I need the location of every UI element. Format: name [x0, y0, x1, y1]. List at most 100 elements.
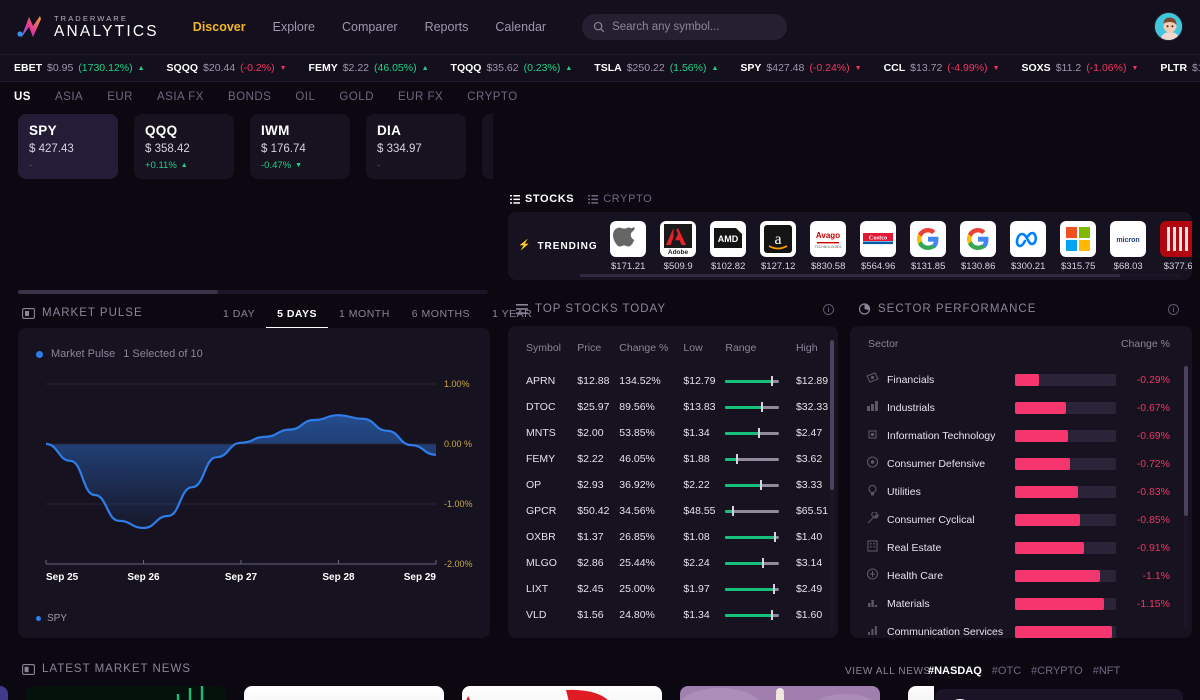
news-card-partial[interactable]	[0, 686, 8, 700]
range-slider[interactable]	[725, 558, 780, 568]
news-card-red-logo[interactable]	[462, 686, 662, 700]
trending-item-6[interactable]: $131.85	[908, 220, 949, 272]
nav-link-reports[interactable]: Reports	[424, 20, 469, 34]
range-slider[interactable]	[725, 376, 780, 386]
table-row[interactable]: OXBR $1.37 26.85% $1.08 $1.40	[508, 524, 838, 550]
market-pulse-chart[interactable]: 1.00% 0.00 % -1.00% -2.00% Sep 25 Sep 26 Sep 2…	[18, 368, 490, 618]
hashtag-nasdaq[interactable]: #NASDAQ	[928, 665, 982, 677]
trending-tab-crypto[interactable]: CRYPTO	[588, 193, 652, 205]
market-tab-oil[interactable]: OIL	[295, 91, 316, 103]
range-slider[interactable]	[725, 506, 780, 516]
nav-link-discover[interactable]: Discover	[192, 20, 246, 34]
table-row[interactable]: VLD $1.56 24.80% $1.34 $1.60	[508, 602, 838, 628]
hashtag-crypto[interactable]: #CRYPTO	[1031, 665, 1083, 677]
trending-item-7[interactable]: $130.86	[958, 220, 999, 272]
hashtag-nft[interactable]: #NFT	[1092, 665, 1121, 677]
trending-item-2[interactable]: AMD $102.82	[708, 220, 749, 272]
ticker-item-soxs[interactable]: SOXS $11.2 (-1.06%) ▼	[1022, 62, 1139, 74]
range-slider[interactable]	[725, 584, 780, 594]
range-slider[interactable]	[725, 610, 780, 620]
ticker-item-femy[interactable]: FEMY $2.22 (46.05%) ▲	[309, 62, 429, 74]
nav-link-comparer[interactable]: Comparer	[342, 20, 398, 34]
range-tab-6-months[interactable]: 6 MONTHS	[411, 308, 471, 320]
range-slider[interactable]	[725, 454, 780, 464]
range-tab-5-days[interactable]: 5 DAYS	[266, 302, 329, 329]
sector-row[interactable]: Consumer Cyclical -0.85%	[850, 506, 1192, 534]
news-card-capitol[interactable]	[680, 686, 880, 700]
brand-logo[interactable]: TRADERWARE ANALYTICS	[16, 13, 159, 41]
ticker-item-ebet[interactable]: EBET $0.95 (1730.12%) ▲	[14, 62, 145, 74]
market-tab-bonds[interactable]: BONDS	[227, 91, 272, 103]
sector-row[interactable]: Real Estate -0.91%	[850, 534, 1192, 562]
trending-item-11[interactable]: $377.6	[1158, 220, 1192, 272]
index-card-qqq[interactable]: QQQ $ 358.42 +0.11% ▲	[134, 114, 234, 179]
range-tab-1-day[interactable]: 1 DAY	[223, 308, 256, 320]
ticker-item-tsla[interactable]: TSLA $250.22 (1.56%) ▲	[594, 62, 718, 74]
trending-item-8[interactable]: $300.21	[1008, 220, 1049, 272]
index-card-spy[interactable]: SPY $ 427.43 -	[18, 114, 118, 179]
hashtag-otc[interactable]: #OTC	[991, 665, 1022, 677]
range-slider[interactable]	[725, 402, 780, 412]
nav-link-calendar[interactable]: Calendar	[495, 20, 547, 34]
nav-link-explore[interactable]: Explore	[272, 20, 315, 34]
table-row[interactable]: MLGO $2.86 25.44% $2.24 $3.14	[508, 550, 838, 576]
range-slider[interactable]	[725, 428, 780, 438]
news-card-cut-off[interactable]: os	[908, 686, 934, 700]
market-tab-eur-fx[interactable]: EUR FX	[398, 91, 444, 103]
market-tab-asia-fx[interactable]: ASIA FX	[156, 91, 204, 103]
user-avatar[interactable]	[1154, 12, 1183, 41]
ticker-item-spy[interactable]: SPY $427.48 (-0.24%) ▼	[740, 62, 861, 74]
top-stocks-scrollbar[interactable]	[830, 340, 834, 630]
search-box[interactable]: Search any symbol...	[582, 14, 788, 40]
market-ticker-bar[interactable]: EBET $0.95 (1730.12%) ▲ SQQQ $20.44 (-0.2%) ▼ FE…	[0, 54, 1200, 82]
range-slider[interactable]	[725, 532, 780, 542]
index-cards-strip[interactable]: SPY $ 427.43 - QQQ $ 358.42 +0.11% ▲ IWM $ 176.7…	[18, 114, 493, 182]
sector-performance-info-icon[interactable]: i	[1168, 304, 1179, 315]
index-card-iwm[interactable]: IWM $ 176.74 -0.47% ▼	[250, 114, 350, 179]
news-cards-strip[interactable]: ze predictions, 2022–2032 1.18	[0, 686, 1200, 700]
ticker-item-sqqq[interactable]: SQQQ $20.44 (-0.2%) ▼	[167, 62, 287, 74]
top-stocks-info-icon[interactable]: i	[823, 304, 834, 315]
sector-row[interactable]: Industrials -0.67%	[850, 394, 1192, 422]
table-row[interactable]: GPCR $50.42 34.56% $48.55 $65.51	[508, 498, 838, 524]
trending-item-9[interactable]: $315.75	[1058, 220, 1099, 272]
range-slider[interactable]	[725, 480, 780, 490]
trending-item-0[interactable]: $171.21	[608, 220, 649, 272]
table-row[interactable]: DTOC $25.97 89.56% $13.83 $32.33	[508, 394, 838, 420]
sector-row[interactable]: Information Technology -0.69%	[850, 422, 1192, 450]
ticker-item-pltr[interactable]: PLTR$16(1.46%)▲	[1160, 62, 1200, 74]
sector-row[interactable]: Consumer Defensive -0.72%	[850, 450, 1192, 478]
sector-row[interactable]: Health Care -1.1%	[850, 562, 1192, 590]
trending-item-10[interactable]: micron $68.03	[1108, 220, 1149, 272]
market-tab-crypto[interactable]: CRYPTO	[467, 91, 518, 103]
range-tab-1-month[interactable]: 1 MONTH	[339, 308, 390, 320]
sector-row[interactable]: Financials -0.29%	[850, 366, 1192, 394]
table-row[interactable]: APRN $12.88 134.52% $12.79 $12.89	[508, 368, 838, 394]
sector-row[interactable]: Materials -1.15%	[850, 590, 1192, 618]
index-card-dia[interactable]: DIA $ 334.97 -	[366, 114, 466, 179]
view-all-news-link[interactable]: VIEW ALL NEWS	[845, 666, 931, 677]
trending-item-5[interactable]: Costco $564.96	[858, 220, 899, 272]
trending-item-4[interactable]: Avago TECHNOLOGIES $830.58	[808, 220, 849, 272]
ticker-item-tqqq[interactable]: TQQQ $35.62 (0.23%) ▲	[451, 62, 573, 74]
market-tab-us[interactable]: US	[14, 91, 31, 103]
sector-row[interactable]: Communication Services	[850, 618, 1192, 638]
market-tab-eur[interactable]: EUR	[107, 91, 133, 103]
table-row[interactable]: FEMY $2.22 46.05% $1.88 $3.62	[508, 446, 838, 472]
index-card-v[interactable]: V$-	[482, 114, 493, 179]
trending-scrollbar[interactable]	[580, 274, 1180, 277]
market-tab-gold[interactable]: GOLD	[339, 91, 374, 103]
news-card-candlestick[interactable]	[26, 686, 226, 700]
range-tab-1-year[interactable]: 1 YEAR	[492, 308, 533, 320]
trending-item-3[interactable]: a $127.12	[758, 220, 799, 272]
news-card-predictions[interactable]: ze predictions, 2022–2032 1.18	[244, 686, 444, 700]
table-row[interactable]: MNTS $2.00 53.85% $1.34 $2.47	[508, 420, 838, 446]
sector-row[interactable]: Utilities -0.83%	[850, 478, 1192, 506]
index-strip-scrollbar[interactable]	[18, 290, 488, 294]
market-tab-asia[interactable]: ASIA	[54, 91, 84, 103]
table-row[interactable]: LIXT $2.45 25.00% $1.97 $2.49	[508, 576, 838, 602]
table-row[interactable]: OP $2.93 36.92% $2.22 $3.33	[508, 472, 838, 498]
tweet-card[interactable]: MS-IR LLC MS-IR LLC @MSIRLLC Our client …	[935, 689, 1183, 700]
ticker-item-ccl[interactable]: CCL $13.72 (-4.99%) ▼	[884, 62, 1000, 74]
sector-scrollbar[interactable]	[1184, 366, 1188, 628]
